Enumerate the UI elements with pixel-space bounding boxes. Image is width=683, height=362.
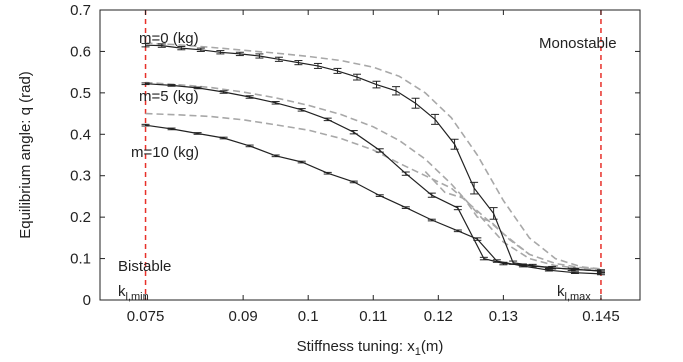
y-tick-label-3: 0.3 <box>70 168 91 185</box>
x-axis-label-sub: 1 <box>415 346 421 358</box>
y-tick-label-5: 0.5 <box>70 85 91 102</box>
k-min-label: kl,min <box>118 283 149 303</box>
series-line-5 <box>145 112 602 270</box>
series-label-m5: m=5 (kg) <box>139 88 199 105</box>
y-tick-label-6: 0.6 <box>70 43 91 60</box>
x-tick-label-2: 0.1 <box>298 308 319 325</box>
x-tick-label-6: 0.145 <box>582 308 620 325</box>
y-tick-label-2: 0.2 <box>70 209 91 226</box>
x-axis-label-unit: (m) <box>421 338 444 355</box>
series-label-m0: m=0 (kg) <box>139 30 199 47</box>
series-label-m10: m=10 (kg) <box>131 144 199 161</box>
plot-marks <box>141 10 605 300</box>
x-tick-label-0: 0.075 <box>127 308 165 325</box>
x-tick-label-1: 0.09 <box>229 308 258 325</box>
k-max-base: k <box>557 283 565 300</box>
monostable-label: Monostable <box>539 35 617 52</box>
k-min-sub: l,min <box>126 291 149 303</box>
y-tick-label-0: 0 <box>83 292 91 309</box>
y-tick-label-4: 0.4 <box>70 126 91 143</box>
bistable-label: Bistable <box>118 258 171 275</box>
series-line-4 <box>145 81 602 271</box>
y-tick-label-1: 0.1 <box>70 251 91 268</box>
y-tick-label-7: 0.7 <box>70 2 91 19</box>
x-tick-label-5: 0.13 <box>489 308 518 325</box>
k-max-label: kl,max <box>557 283 591 303</box>
k-min-base: k <box>118 283 126 300</box>
x-tick-label-4: 0.12 <box>424 308 453 325</box>
y-axis-label: Equilibrium angle: q (rad) <box>17 71 34 239</box>
series-line-2 <box>145 124 602 275</box>
plot-frame <box>99 9 641 301</box>
series-line-0 <box>145 44 602 272</box>
axis-ticks: 0.075 0.09 0.1 0.11 0.12 0.13 0.145 0 0.1 0.2 0.3 0… <box>70 2 640 325</box>
k-max-sub: l,max <box>565 291 592 303</box>
x-tick-label-3: 0.11 <box>359 308 387 325</box>
series-line-3 <box>145 42 602 270</box>
x-axis-label: Stiffness tuning: x1(m) <box>297 338 444 358</box>
series-line-6 <box>424 171 530 256</box>
x-axis-label-main: Stiffness tuning: x <box>297 338 416 355</box>
series-line-1 <box>145 83 602 272</box>
